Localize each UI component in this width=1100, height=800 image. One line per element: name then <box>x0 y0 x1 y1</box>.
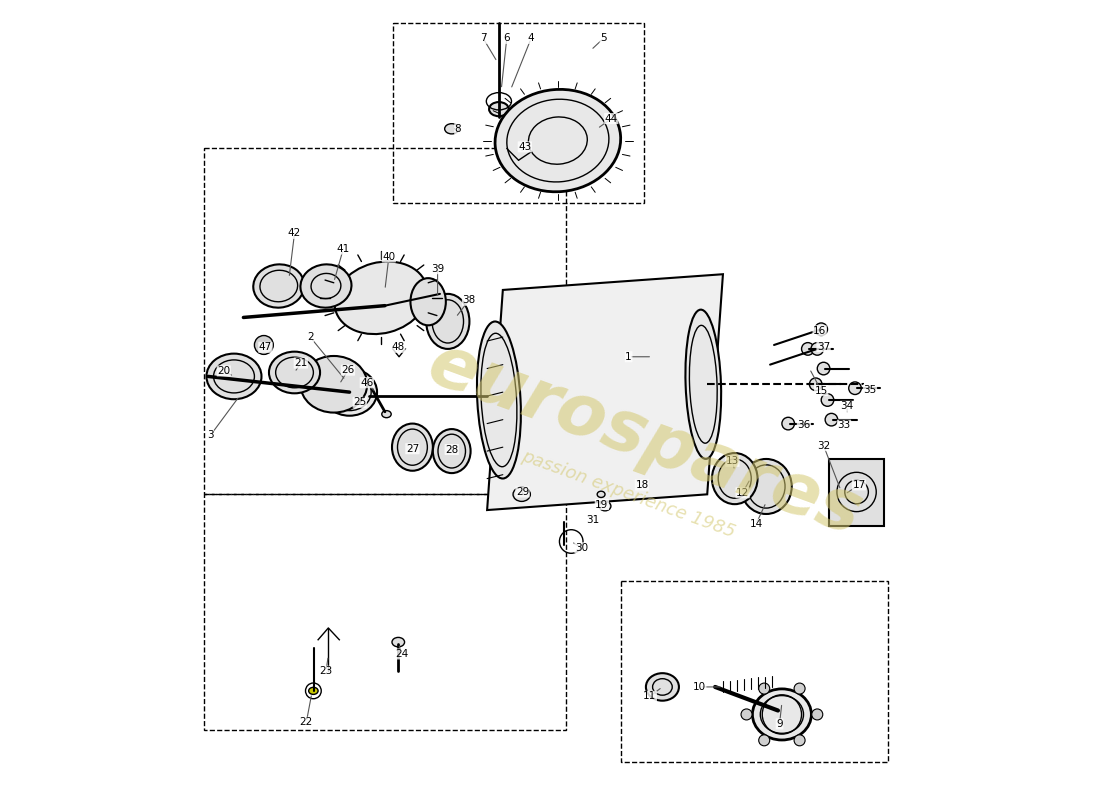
Text: 44: 44 <box>605 114 618 123</box>
Text: 24: 24 <box>396 649 409 659</box>
Text: 17: 17 <box>852 480 866 490</box>
Circle shape <box>759 735 770 746</box>
Circle shape <box>825 414 838 426</box>
Ellipse shape <box>410 278 446 326</box>
Text: 13: 13 <box>726 456 739 466</box>
Text: 37: 37 <box>817 342 830 351</box>
Text: 43: 43 <box>518 142 531 152</box>
Ellipse shape <box>334 262 428 334</box>
Ellipse shape <box>444 124 459 134</box>
Circle shape <box>759 683 770 694</box>
Ellipse shape <box>646 673 679 701</box>
Ellipse shape <box>426 294 470 349</box>
Text: 18: 18 <box>636 480 649 490</box>
Ellipse shape <box>600 502 610 511</box>
Text: 32: 32 <box>817 441 830 450</box>
Text: 30: 30 <box>575 542 589 553</box>
Ellipse shape <box>207 354 262 399</box>
Text: 10: 10 <box>693 682 706 692</box>
Ellipse shape <box>752 689 812 740</box>
Ellipse shape <box>477 322 521 478</box>
Text: 5: 5 <box>601 34 607 43</box>
FancyBboxPatch shape <box>829 459 884 526</box>
Text: 16: 16 <box>813 326 826 336</box>
Text: 3: 3 <box>207 430 213 440</box>
Text: 14: 14 <box>749 519 762 530</box>
Ellipse shape <box>300 356 367 413</box>
Ellipse shape <box>495 90 620 192</box>
Text: 29: 29 <box>516 487 529 497</box>
Text: 9: 9 <box>777 719 783 729</box>
Circle shape <box>254 335 273 354</box>
Circle shape <box>811 342 824 355</box>
Circle shape <box>810 378 822 390</box>
Ellipse shape <box>270 352 320 394</box>
Text: 7: 7 <box>480 34 486 43</box>
Text: 46: 46 <box>360 378 374 388</box>
Text: 31: 31 <box>586 515 600 526</box>
Ellipse shape <box>392 638 405 647</box>
Text: 21: 21 <box>294 358 307 368</box>
Ellipse shape <box>740 459 792 514</box>
Text: 28: 28 <box>446 445 459 454</box>
Ellipse shape <box>513 487 530 502</box>
Text: passion experience 1985: passion experience 1985 <box>519 447 738 542</box>
Ellipse shape <box>685 310 722 459</box>
Text: 33: 33 <box>837 420 850 430</box>
Text: 47: 47 <box>258 342 272 352</box>
Ellipse shape <box>253 264 305 308</box>
Circle shape <box>802 342 814 355</box>
Text: 4: 4 <box>528 34 535 43</box>
Text: 12: 12 <box>736 488 749 498</box>
Text: 34: 34 <box>840 402 854 411</box>
Circle shape <box>822 394 834 406</box>
Ellipse shape <box>712 453 758 504</box>
Text: 35: 35 <box>864 385 877 394</box>
Text: 2: 2 <box>307 332 314 342</box>
Text: 19: 19 <box>595 499 608 510</box>
Ellipse shape <box>490 102 508 116</box>
Ellipse shape <box>597 491 605 498</box>
Text: 1: 1 <box>625 352 631 362</box>
Ellipse shape <box>309 687 318 694</box>
Text: 23: 23 <box>319 666 332 676</box>
Text: 22: 22 <box>299 718 312 727</box>
Polygon shape <box>487 274 723 510</box>
Text: 6: 6 <box>504 34 510 43</box>
Text: 27: 27 <box>406 444 419 454</box>
Circle shape <box>794 735 805 746</box>
Text: 25: 25 <box>353 398 366 407</box>
Text: eurospares: eurospares <box>418 329 871 550</box>
Text: 41: 41 <box>337 244 350 254</box>
Text: 38: 38 <box>462 295 475 305</box>
Text: 15: 15 <box>815 386 828 395</box>
Text: 26: 26 <box>341 365 354 375</box>
Text: 40: 40 <box>383 252 395 262</box>
Ellipse shape <box>382 410 392 418</box>
Ellipse shape <box>322 369 377 416</box>
Circle shape <box>815 323 827 335</box>
Text: 36: 36 <box>798 420 811 430</box>
Ellipse shape <box>392 423 433 470</box>
Circle shape <box>741 709 752 720</box>
Circle shape <box>794 683 805 694</box>
Circle shape <box>817 362 829 375</box>
Circle shape <box>782 418 794 430</box>
Text: 39: 39 <box>431 264 444 274</box>
Text: 48: 48 <box>392 342 405 352</box>
Text: 20: 20 <box>217 366 230 376</box>
Circle shape <box>849 382 861 394</box>
Text: 42: 42 <box>288 228 301 238</box>
Ellipse shape <box>300 264 352 308</box>
Text: 8: 8 <box>454 124 461 134</box>
Circle shape <box>812 709 823 720</box>
Text: 11: 11 <box>644 691 657 702</box>
Ellipse shape <box>433 429 471 473</box>
